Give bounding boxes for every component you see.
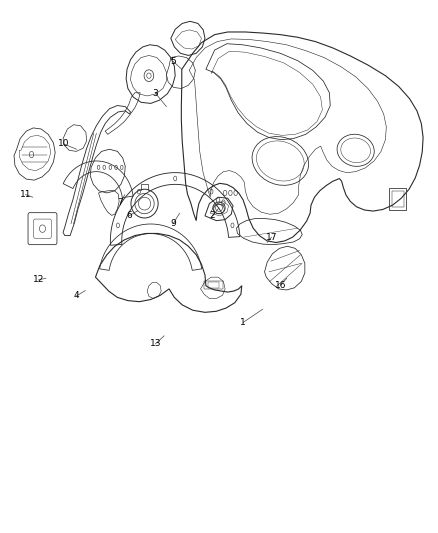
Text: 5: 5: [170, 57, 176, 66]
Text: 2: 2: [210, 212, 215, 220]
Text: 10: 10: [58, 140, 69, 148]
Text: 13: 13: [150, 340, 161, 348]
Text: 7: 7: [117, 198, 124, 207]
Text: 11: 11: [20, 190, 31, 199]
Text: 17: 17: [266, 233, 277, 241]
Text: 1: 1: [240, 318, 246, 327]
Text: 9: 9: [170, 220, 176, 228]
Text: 3: 3: [152, 89, 159, 98]
Text: 12: 12: [33, 276, 44, 284]
Text: 4: 4: [74, 292, 79, 300]
Text: 6: 6: [126, 212, 132, 220]
Text: 16: 16: [275, 281, 286, 289]
